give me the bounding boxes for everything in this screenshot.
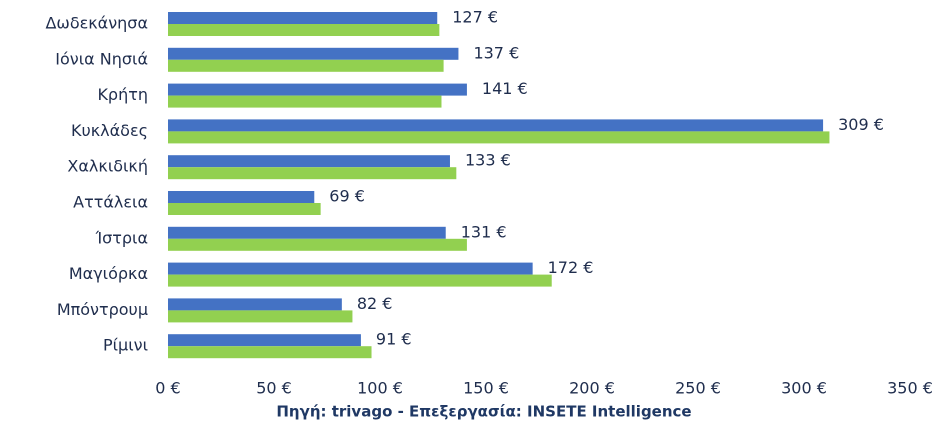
bar: [168, 131, 830, 144]
x-tick-label: 100 €: [357, 379, 403, 398]
x-tick-label: 300 €: [781, 379, 827, 398]
x-tick-label: 350 €: [887, 379, 933, 398]
bar: [168, 346, 372, 359]
value-label: 91 €: [376, 330, 412, 349]
bar: [168, 191, 315, 203]
bar: [168, 262, 533, 275]
y-tick-label: Ρίμινι: [103, 336, 148, 355]
value-label: 309 €: [838, 115, 884, 134]
x-tick-label: 150 €: [463, 379, 509, 398]
y-tick-label: Μαγιόρκα: [69, 264, 148, 283]
bar: [168, 298, 342, 311]
bar: [168, 24, 440, 36]
bar: [168, 47, 459, 60]
value-label: 69 €: [329, 187, 365, 206]
bar: [168, 238, 467, 251]
bar: [168, 155, 450, 168]
y-tick-label: Κρήτη: [97, 85, 148, 104]
x-tick-label: 0 €: [155, 379, 180, 398]
y-tick-label: Χαλκιδική: [67, 157, 148, 176]
bar: [168, 59, 444, 72]
x-tick-label: 250 €: [675, 379, 721, 398]
x-tick-label: 200 €: [569, 379, 615, 398]
caption: Πηγή: trivago - Επεξεργασία: INSETE Inte…: [276, 403, 691, 421]
bar: [168, 12, 438, 24]
y-tick-label: Ίστρια: [95, 228, 148, 247]
value-label: 137 €: [473, 43, 519, 62]
y-tick-label: Ιόνια Νησιά: [55, 49, 148, 68]
value-label: 172 €: [548, 258, 594, 277]
value-label: 141 €: [482, 79, 528, 98]
y-tick-label: Δωδεκάνησα: [45, 14, 148, 33]
bar: [168, 274, 552, 287]
bar: [168, 95, 442, 108]
y-tick-label: Αττάλεια: [73, 193, 148, 212]
bar: [168, 226, 446, 239]
bar: [168, 310, 353, 323]
x-tick-label: 50 €: [256, 379, 292, 398]
bar: [168, 83, 467, 96]
value-label: 127 €: [452, 8, 498, 27]
bar: [168, 167, 457, 180]
value-label: 82 €: [357, 294, 393, 313]
value-label: 133 €: [465, 151, 511, 170]
bar: [168, 334, 361, 347]
y-tick-label: Κυκλάδες: [71, 121, 148, 140]
bar: [168, 119, 824, 132]
bar: [168, 203, 321, 215]
y-tick-label: Μπόντρουμ: [57, 300, 148, 319]
value-label: 131 €: [461, 222, 507, 241]
